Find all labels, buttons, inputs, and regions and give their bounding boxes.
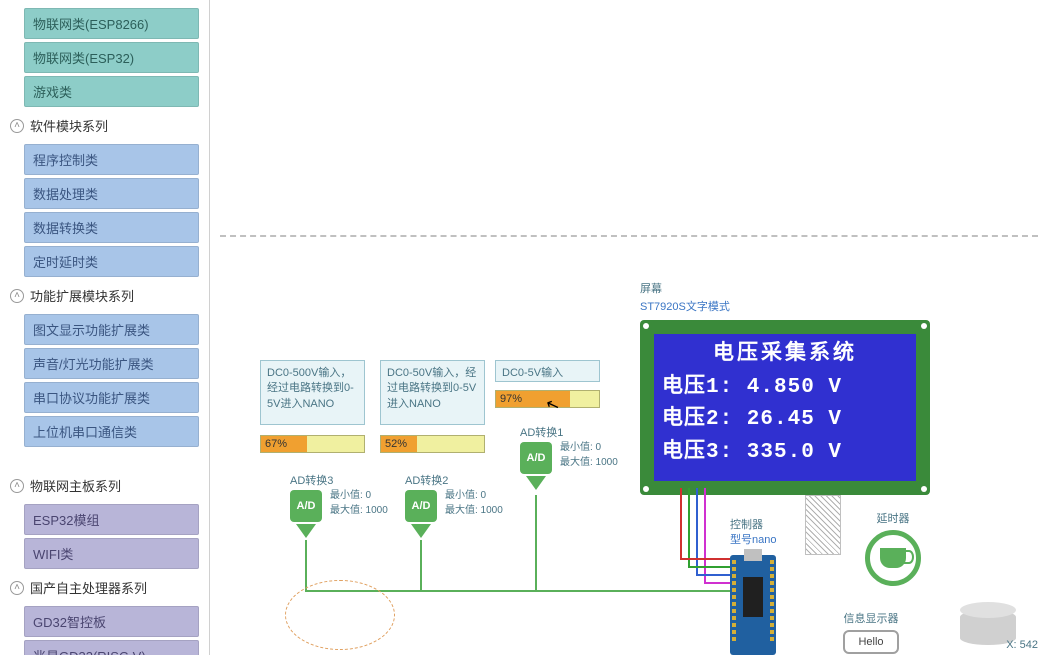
collapse-icon: ˄ (10, 289, 24, 303)
lcd-screen: 电压采集系统 电压1: 4.850 V 电压2: 26.45 V 电压3: 33… (654, 334, 916, 481)
sidebar-item-game[interactable]: 游戏类 (24, 76, 199, 107)
arrow-down-icon (296, 524, 316, 538)
usb-icon (744, 549, 762, 561)
lcd-body: 电压采集系统 电压1: 4.850 V 电压2: 26.45 V 电压3: 33… (640, 320, 930, 495)
sidebar-item-sound-ext[interactable]: 声音/灯光功能扩展类 (24, 348, 199, 379)
category-extension[interactable]: ˄ 功能扩展模块系列 (0, 280, 209, 311)
arrow-down-icon (526, 476, 546, 490)
category-label: 功能扩展模块系列 (30, 286, 134, 305)
info-box: Hello (843, 630, 899, 654)
progress-500v[interactable]: 67% (260, 435, 365, 453)
category-label: 国产自主处理器系列 (30, 578, 147, 597)
wire (535, 495, 537, 590)
lcd-line2: 电压1: 4.850 V (662, 372, 908, 405)
sidebar-item-data-process[interactable]: 数据处理类 (24, 178, 199, 209)
ad1-minmax: 最小值: 0 最大值: 1000 (560, 440, 618, 470)
nano-pins (770, 560, 774, 641)
lcd-line1: 电压采集系统 (662, 339, 908, 372)
sidebar-item-esp32-module[interactable]: ESP32模组 (24, 504, 199, 535)
progress-label: 52% (385, 438, 407, 450)
ad-box: A/D (405, 490, 437, 522)
wire (696, 574, 730, 576)
wire (704, 582, 730, 584)
lcd-subtitle: ST7920S文字模式 (640, 298, 930, 314)
timer-icon (865, 530, 921, 586)
nano-board[interactable] (730, 555, 776, 655)
category-label: 软件模块系列 (30, 116, 108, 135)
category-domestic-cpu[interactable]: ˄ 国产自主处理器系列 (0, 572, 209, 603)
info-display[interactable]: 信息显示器 Hello (843, 610, 899, 654)
sidebar-item-gd32-riscv[interactable]: 兆易GD32(RISC-V) (24, 640, 199, 655)
sidebar-item-serial-ext[interactable]: 串口协议功能扩展类 (24, 382, 199, 413)
divider (220, 235, 1038, 237)
coord-readout: X: 542 (1006, 639, 1038, 651)
lcd-line3: 电压2: 26.45 V (662, 404, 908, 437)
sidebar-item-wifi[interactable]: WIFI类 (24, 538, 199, 569)
category-software[interactable]: ˄ 软件模块系列 (0, 110, 209, 141)
progress-5v[interactable]: 97% (495, 390, 600, 408)
wire (305, 540, 307, 590)
input-block-5v[interactable]: DC0-5V输入 (495, 360, 600, 382)
progress-label: 97% (500, 393, 522, 405)
ad-label: AD转换2 (405, 472, 448, 488)
collapse-icon: ˄ (10, 581, 24, 595)
wire (688, 488, 690, 566)
ad3-minmax: 最小值: 0 最大值: 1000 (330, 488, 388, 518)
sidebar-item-display-ext[interactable]: 图文显示功能扩展类 (24, 314, 199, 345)
sidebar-item-iot-esp8266[interactable]: 物联网类(ESP8266) (24, 8, 199, 39)
lcd-module[interactable]: 屏幕 ST7920S文字模式 电压采集系统 电压1: 4.850 V 电压2: … (640, 280, 930, 495)
ad-converter-3[interactable]: AD转换3 A/D (290, 490, 322, 546)
wire (688, 566, 730, 568)
sidebar-item-gd32-board[interactable]: GD32智控板 (24, 606, 199, 637)
category-label: 物联网主板系列 (30, 476, 121, 495)
category-iot-board[interactable]: ˄ 物联网主板系列 (0, 470, 209, 501)
sidebar-item-pc-serial[interactable]: 上位机串口通信类 (24, 416, 199, 447)
lcd-line4: 电压3: 335.0 V (662, 437, 908, 470)
hatched-region (805, 495, 841, 555)
controller-label: 控制器 型号nano (730, 518, 776, 549)
chip-icon (743, 577, 763, 617)
wire (680, 558, 730, 560)
collapse-icon: ˄ (10, 479, 24, 493)
timer-module[interactable]: 延时器 (865, 510, 921, 586)
arrow-down-icon (411, 524, 431, 538)
ad-box: A/D (290, 490, 322, 522)
ad-label: AD转换3 (290, 472, 333, 488)
info-label: 信息显示器 (843, 610, 899, 626)
progress-50v[interactable]: 52% (380, 435, 485, 453)
ad-label: AD转换1 (520, 424, 563, 440)
ad-converter-1[interactable]: AD转换1 A/D (520, 442, 552, 498)
selection-oval (285, 580, 395, 650)
nano-pins (732, 560, 736, 641)
sidebar-item-data-convert[interactable]: 数据转换类 (24, 212, 199, 243)
input-block-50v[interactable]: DC0-50V输入，经过电路转换到0-5V进入NANO (380, 360, 485, 425)
wire (420, 540, 422, 590)
lcd-title: 屏幕 (640, 280, 930, 296)
ad2-minmax: 最小值: 0 最大值: 1000 (445, 488, 503, 518)
collapse-icon: ˄ (10, 119, 24, 133)
ad-box: A/D (520, 442, 552, 474)
wire (680, 488, 682, 558)
wire (696, 488, 698, 574)
progress-label: 67% (265, 438, 287, 450)
input-block-500v[interactable]: DC0-500V输入，经过电路转换到0-5V进入NANO (260, 360, 365, 425)
sidebar-item-program-control[interactable]: 程序控制类 (24, 144, 199, 175)
sidebar-item-iot-esp32[interactable]: 物联网类(ESP32) (24, 42, 199, 73)
canvas[interactable]: DC0-500V输入，经过电路转换到0-5V进入NANO 67% DC0-50V… (210, 0, 1048, 655)
sidebar: 物联网类(ESP8266) 物联网类(ESP32) 游戏类 ˄ 软件模块系列 程… (0, 0, 210, 655)
ad-converter-2[interactable]: AD转换2 A/D (405, 490, 437, 546)
cup-icon (880, 548, 906, 568)
sidebar-item-timer-delay[interactable]: 定时延时类 (24, 246, 199, 277)
timer-label: 延时器 (865, 510, 921, 526)
